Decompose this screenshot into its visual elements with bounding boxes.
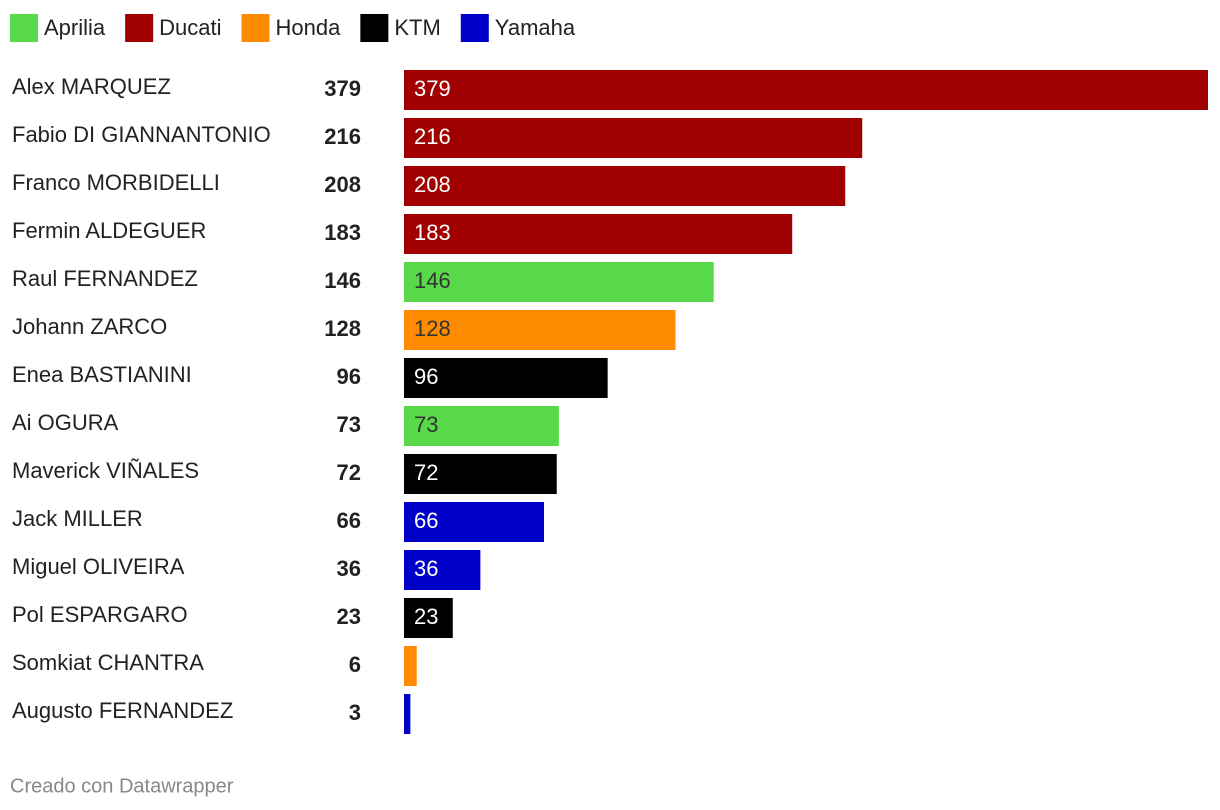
legend: Aprilia Ducati Honda KTM Yamaha — [10, 14, 576, 42]
value-column: 208 — [324, 172, 361, 197]
row-label: Alex MARQUEZ — [12, 74, 171, 99]
bar-label: 36 — [414, 556, 438, 581]
value-column: 73 — [337, 412, 361, 437]
bar-label: 146 — [414, 268, 451, 293]
bar — [404, 406, 559, 446]
legend-swatch — [460, 14, 489, 42]
bar — [404, 694, 411, 734]
row-label: Johann ZARCO — [12, 314, 167, 339]
legend-label: Yamaha — [495, 15, 576, 40]
value-column: 72 — [337, 460, 361, 485]
value-column: 23 — [337, 604, 361, 629]
bar — [404, 262, 714, 302]
bar-label: 183 — [414, 220, 451, 245]
legend-swatch — [125, 14, 154, 42]
bar — [404, 598, 453, 638]
legend-label: Ducati — [159, 15, 221, 40]
bar — [404, 502, 545, 542]
footer: Creado con Datawrapper — [10, 775, 234, 797]
bar — [404, 214, 793, 254]
row-label: Ai OGURA — [12, 410, 119, 435]
bar-label: 66 — [414, 508, 438, 533]
bar — [404, 166, 846, 206]
bar-label: 73 — [414, 412, 438, 437]
row-label: Somkiat CHANTRA — [12, 650, 204, 675]
value-column: 6 — [349, 652, 361, 677]
bar — [404, 118, 863, 158]
bar-label: 23 — [414, 604, 438, 629]
legend-swatch — [241, 14, 270, 42]
bar-label: 379 — [414, 76, 451, 101]
value-column: 146 — [324, 268, 361, 293]
value-column: 379 — [324, 76, 361, 101]
bar-label: 208 — [414, 172, 451, 197]
legend-label: KTM — [394, 15, 440, 40]
value-column: 183 — [324, 220, 361, 245]
value-column: 66 — [337, 508, 361, 533]
row-label: Enea BASTIANINI — [12, 362, 192, 387]
bar — [404, 310, 676, 350]
bar-label: 72 — [414, 460, 438, 485]
value-column: 96 — [337, 364, 361, 389]
value-column: 3 — [349, 700, 361, 725]
row-label: Franco MORBIDELLI — [12, 170, 220, 195]
legend-swatch — [360, 14, 389, 42]
bar-label: 128 — [414, 316, 451, 341]
legend-label: Aprilia — [44, 15, 106, 40]
bar-label: 96 — [414, 364, 438, 389]
row-label: Miguel OLIVEIRA — [12, 554, 185, 579]
bar — [404, 358, 608, 398]
row-label: Fabio DI GIANNANTONIO — [12, 122, 271, 147]
value-column: 216 — [324, 124, 361, 149]
bar — [404, 550, 481, 590]
row-label: Maverick VIÑALES — [12, 458, 199, 483]
row-label: Fermin ALDEGUER — [12, 218, 206, 243]
value-column: 36 — [337, 556, 361, 581]
bar — [404, 646, 417, 686]
row-label: Raul FERNANDEZ — [12, 266, 198, 291]
legend-label: Honda — [276, 15, 342, 40]
row-label: Jack MILLER — [12, 506, 143, 531]
legend-swatch — [10, 14, 38, 42]
value-column: 128 — [324, 316, 361, 341]
bar — [404, 454, 557, 494]
bar-label: 216 — [414, 124, 451, 149]
row-label: Pol ESPARGARO — [12, 602, 188, 627]
bar — [404, 70, 1208, 110]
row-label: Augusto FERNANDEZ — [12, 698, 233, 723]
